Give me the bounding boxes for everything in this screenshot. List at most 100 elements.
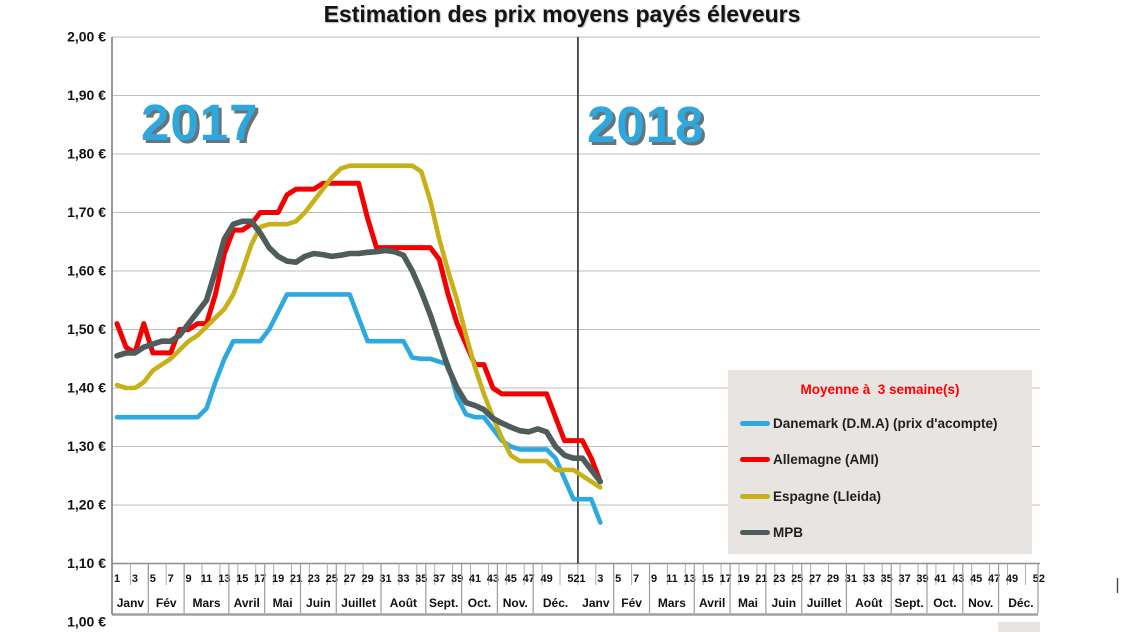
month-label: Sept. xyxy=(429,596,458,610)
week-tick-label: 45 xyxy=(505,573,517,585)
x-axis-band: 1 3 5 7 9 11 13 15 17 19 21 23 25 27 29 31 33 35 37 39 41 43 4… xyxy=(111,37,1119,616)
week-tick-label: 9 xyxy=(651,573,657,585)
week-tick-label: 27 xyxy=(809,573,821,585)
legend-item-mpb: MPB xyxy=(728,515,1032,552)
week-tick-label: 3 xyxy=(132,573,138,585)
month-label: Sept. xyxy=(894,596,923,610)
week-tick-label: 11 xyxy=(666,573,678,585)
week-tick-label: 37 xyxy=(433,573,445,585)
week-tick-label: 49 xyxy=(540,573,552,585)
month-label: Août xyxy=(390,596,417,610)
month-label: Fév xyxy=(156,596,177,610)
week-tick-label: 31 xyxy=(379,573,391,585)
legend-item-label: MPB xyxy=(773,525,803,541)
week-tick-label: 41 xyxy=(934,573,946,585)
week-tick-label: 25 xyxy=(326,573,338,585)
week-tick-label: 29 xyxy=(827,573,839,585)
y-axis-label: 1,00 € xyxy=(67,614,106,630)
month-label: Mars xyxy=(658,596,686,610)
month-label: Juillet xyxy=(807,596,842,610)
week-tick-label: 19 xyxy=(272,573,284,585)
month-label: Mai xyxy=(738,596,758,610)
week-tick-label: 47 xyxy=(988,573,1000,585)
week-tick-label: 43 xyxy=(487,573,499,585)
month-label: Mai xyxy=(273,596,293,610)
legend-swatch-allemagne xyxy=(740,457,770,463)
week-tick-label: 35 xyxy=(881,573,893,585)
month-label: Avril xyxy=(699,596,725,610)
legend-swatch-espagne xyxy=(740,493,770,499)
y-axis-label: 1,90 € xyxy=(67,87,106,103)
week-tick-label: 9 xyxy=(186,573,192,585)
week-tick-label: 7 xyxy=(633,573,639,585)
series-line-espagne xyxy=(114,163,603,490)
month-label: Janv xyxy=(582,596,610,610)
week-tick-label: 45 xyxy=(970,573,982,585)
week-tick-label: 52 xyxy=(567,573,579,585)
legend-item-allemagne: Allemagne (AMI) xyxy=(728,442,1032,479)
week-tick-label: 41 xyxy=(469,573,481,585)
week-tick-label: 49 xyxy=(1006,573,1018,585)
week-tick-label: 5 xyxy=(150,573,156,585)
week-tick-label: 52 xyxy=(1033,573,1045,585)
legend-title: Moyenne à 3 semaine(s) xyxy=(800,382,960,397)
legend-item-espagne: Espagne (Lleida) xyxy=(728,478,1032,515)
week-tick-label: 3 xyxy=(597,573,603,585)
week-tick-label: 15 xyxy=(702,573,714,585)
week-tick-label: 33 xyxy=(397,573,409,585)
month-label: Oct. xyxy=(468,596,491,610)
week-tick-label: 39 xyxy=(451,573,463,585)
week-tick-label: 21 xyxy=(755,573,767,585)
month-label: Oct. xyxy=(933,596,956,610)
week-tick-label: 1 xyxy=(579,573,585,585)
week-tick-label: 7 xyxy=(168,573,174,585)
month-label: Déc. xyxy=(543,596,568,610)
series-lines xyxy=(114,163,604,525)
week-tick-label: 37 xyxy=(898,573,910,585)
series-line-mpb xyxy=(114,218,604,485)
legend-item-label: Espagne (Lleida) xyxy=(773,488,882,504)
week-tick-label: 13 xyxy=(218,573,230,585)
y-axis-label: 1,30 € xyxy=(67,438,106,454)
week-tick-label: 21 xyxy=(290,573,302,585)
month-label: Fév xyxy=(621,596,642,610)
week-tick-label: 23 xyxy=(308,573,320,585)
month-label: Déc. xyxy=(1008,596,1033,610)
background-artifact xyxy=(998,622,1040,632)
year-label-2018: 2018 xyxy=(587,96,705,153)
week-tick-label: 13 xyxy=(684,573,696,585)
month-label: Janv xyxy=(117,596,145,610)
week-tick-label: 25 xyxy=(791,573,803,585)
week-tick-label: 17 xyxy=(719,573,731,585)
y-axis-label: 1,40 € xyxy=(67,380,106,396)
legend-item-label: Danemark (D.M.A) (prix d'acompte) xyxy=(773,415,998,431)
month-label: Juin xyxy=(771,596,796,610)
y-axis-label: 1,20 € xyxy=(67,497,106,513)
week-tick-label: 23 xyxy=(773,573,785,585)
month-label: Juin xyxy=(306,596,331,610)
week-tick-label: 19 xyxy=(737,573,749,585)
month-label: Août xyxy=(855,596,882,610)
y-axis-label: 1,60 € xyxy=(67,263,106,279)
month-label: Juillet xyxy=(341,596,376,610)
week-tick-label: 31 xyxy=(845,573,857,585)
week-tick-label: 29 xyxy=(361,573,373,585)
week-tick-label: 11 xyxy=(201,573,213,585)
y-axis-label: 1,10 € xyxy=(67,555,106,571)
week-tick-label: 15 xyxy=(236,573,248,585)
year-label-2017: 2017 xyxy=(141,94,259,151)
y-axis-label: 1,80 € xyxy=(67,146,106,162)
week-tick-label: 5 xyxy=(615,573,621,585)
chart-title: Estimation des prix moyens payés éleveur… xyxy=(323,1,801,27)
month-label: Mars xyxy=(192,596,220,610)
series-line-allemagne xyxy=(114,180,603,485)
legend-swatch-danemark xyxy=(740,420,770,426)
week-tick-label: 43 xyxy=(952,573,964,585)
legend: Moyenne à 3 semaine(s) Danemark (D.M.A) … xyxy=(728,370,1032,554)
month-label: Avril xyxy=(234,596,260,610)
legend-swatch-mpb xyxy=(740,530,770,536)
y-axis-label: 1,70 € xyxy=(67,204,106,220)
y-axis-labels: 2,00 € 1,90 € 1,80 € 1,70 € 1,60 € 1,50 € 1,40… xyxy=(67,29,106,630)
week-tick-label: 39 xyxy=(916,573,928,585)
